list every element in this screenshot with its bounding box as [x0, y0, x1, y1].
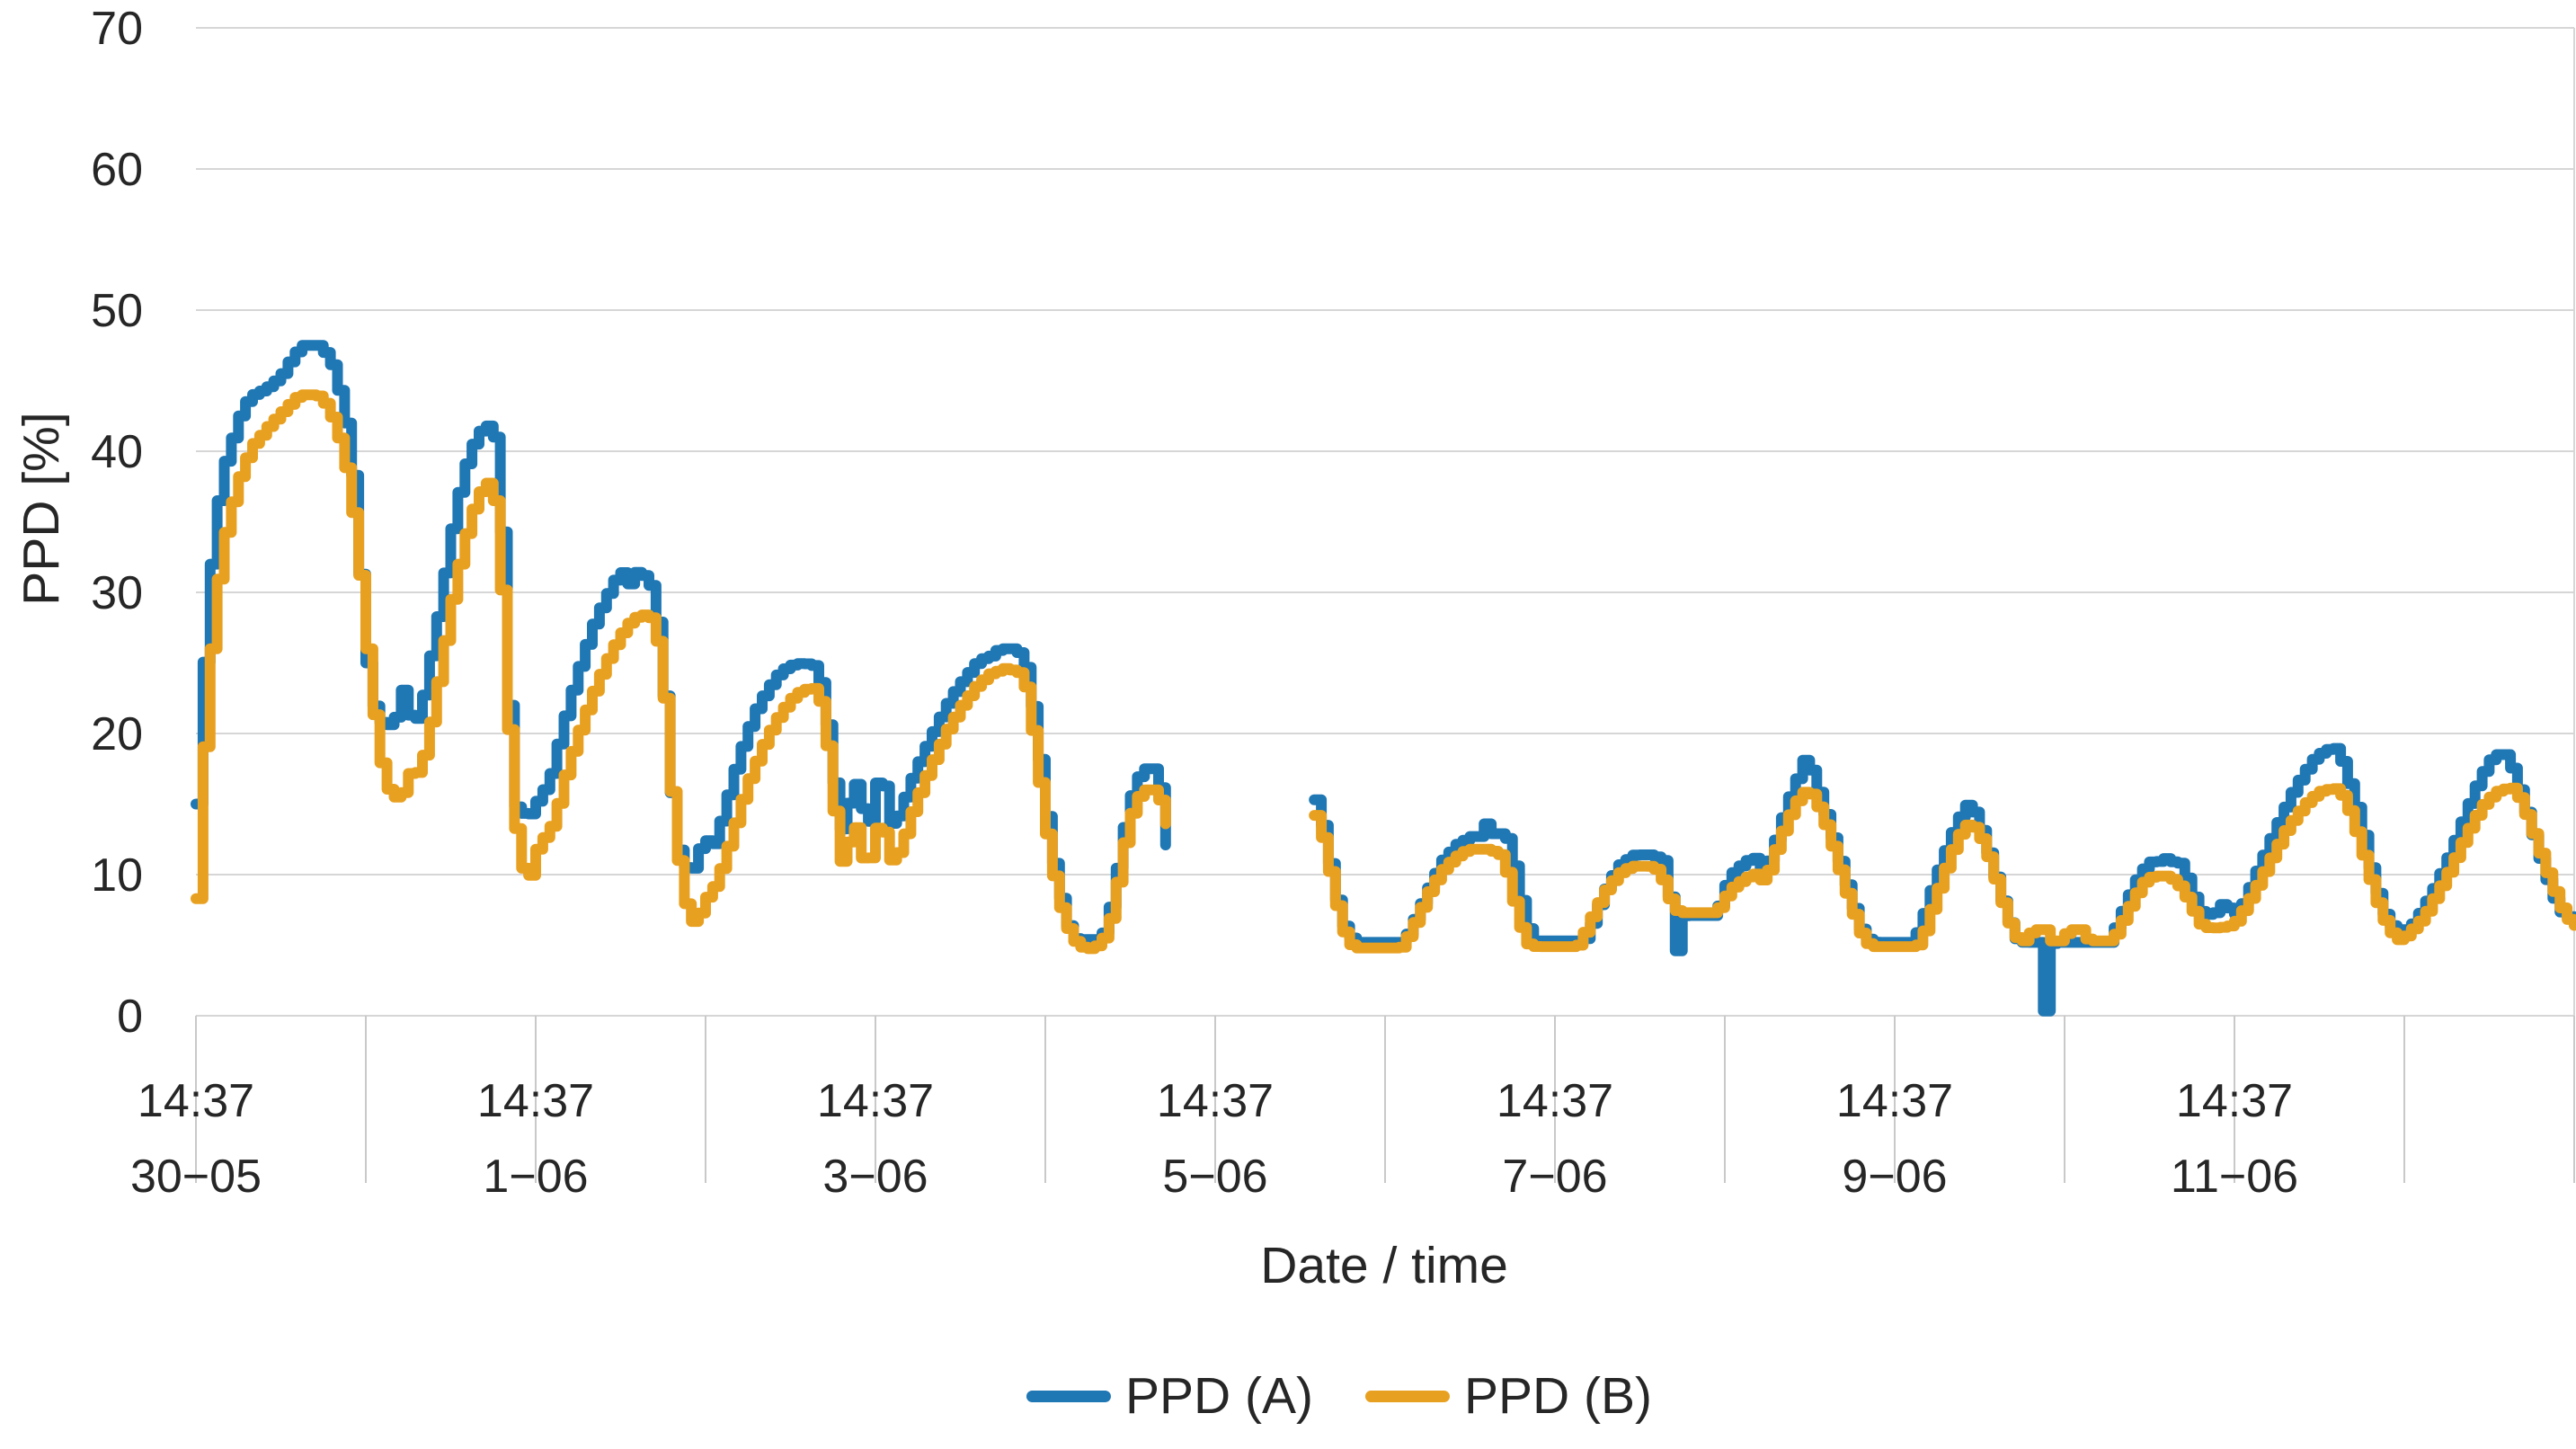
x-axis-title: Date / time: [1260, 1237, 1508, 1294]
y-tick-label-70: 70: [91, 3, 143, 55]
x-tick-time-3−06: 14:37: [817, 1075, 934, 1127]
legend-label-ppd-b: PPD (B): [1464, 1367, 1653, 1425]
x-tick-time-9−06: 14:37: [1836, 1075, 1953, 1127]
x-tick-date-3−06: 3−06: [822, 1151, 928, 1203]
x-tick-date-30−05: 30−05: [130, 1151, 262, 1203]
x-tick-time-30−05: 14:37: [138, 1075, 254, 1127]
x-tick-date-11−06: 11−06: [2171, 1151, 2298, 1203]
y-tick-label-30: 30: [91, 567, 143, 619]
legend-label-ppd-a: PPD (A): [1124, 1367, 1313, 1425]
x-tick-date-5−06: 5−06: [1162, 1151, 1267, 1203]
x-tick-date-9−06: 9−06: [1842, 1151, 1947, 1203]
y-tick-label-40: 40: [91, 426, 143, 478]
legend: PPD (A) PPD (B): [1026, 1366, 1652, 1426]
legend-entry-ppd-a: PPD (A): [1026, 1366, 1313, 1426]
ppd-a-line-swatch: [1026, 1390, 1111, 1402]
y-tick-label-0: 0: [117, 991, 143, 1043]
x-tick-time-7−06: 14:37: [1497, 1075, 1613, 1127]
series-line-ppd-b--seg1: [1309, 782, 2576, 954]
x-tick-time-5−06: 14:37: [1157, 1075, 1274, 1127]
x-tick-date-1−06: 1−06: [483, 1151, 588, 1203]
y-tick-label-10: 10: [91, 849, 143, 902]
x-tick-time-11−06: 14:37: [2176, 1075, 2293, 1127]
series-line-ppd-b--seg0: [191, 389, 1171, 955]
legend-entry-ppd-b: PPD (B): [1365, 1366, 1652, 1426]
y-tick-label-20: 20: [91, 708, 143, 760]
y-tick-label-50: 50: [91, 285, 143, 337]
y-axis-title: PPD [%]: [13, 412, 70, 606]
y-tick-label-60: 60: [91, 144, 143, 196]
x-tick-date-7−06: 7−06: [1502, 1151, 1607, 1203]
x-tick-time-1−06: 14:37: [477, 1075, 594, 1127]
ppd-b-line-swatch: [1365, 1390, 1450, 1402]
